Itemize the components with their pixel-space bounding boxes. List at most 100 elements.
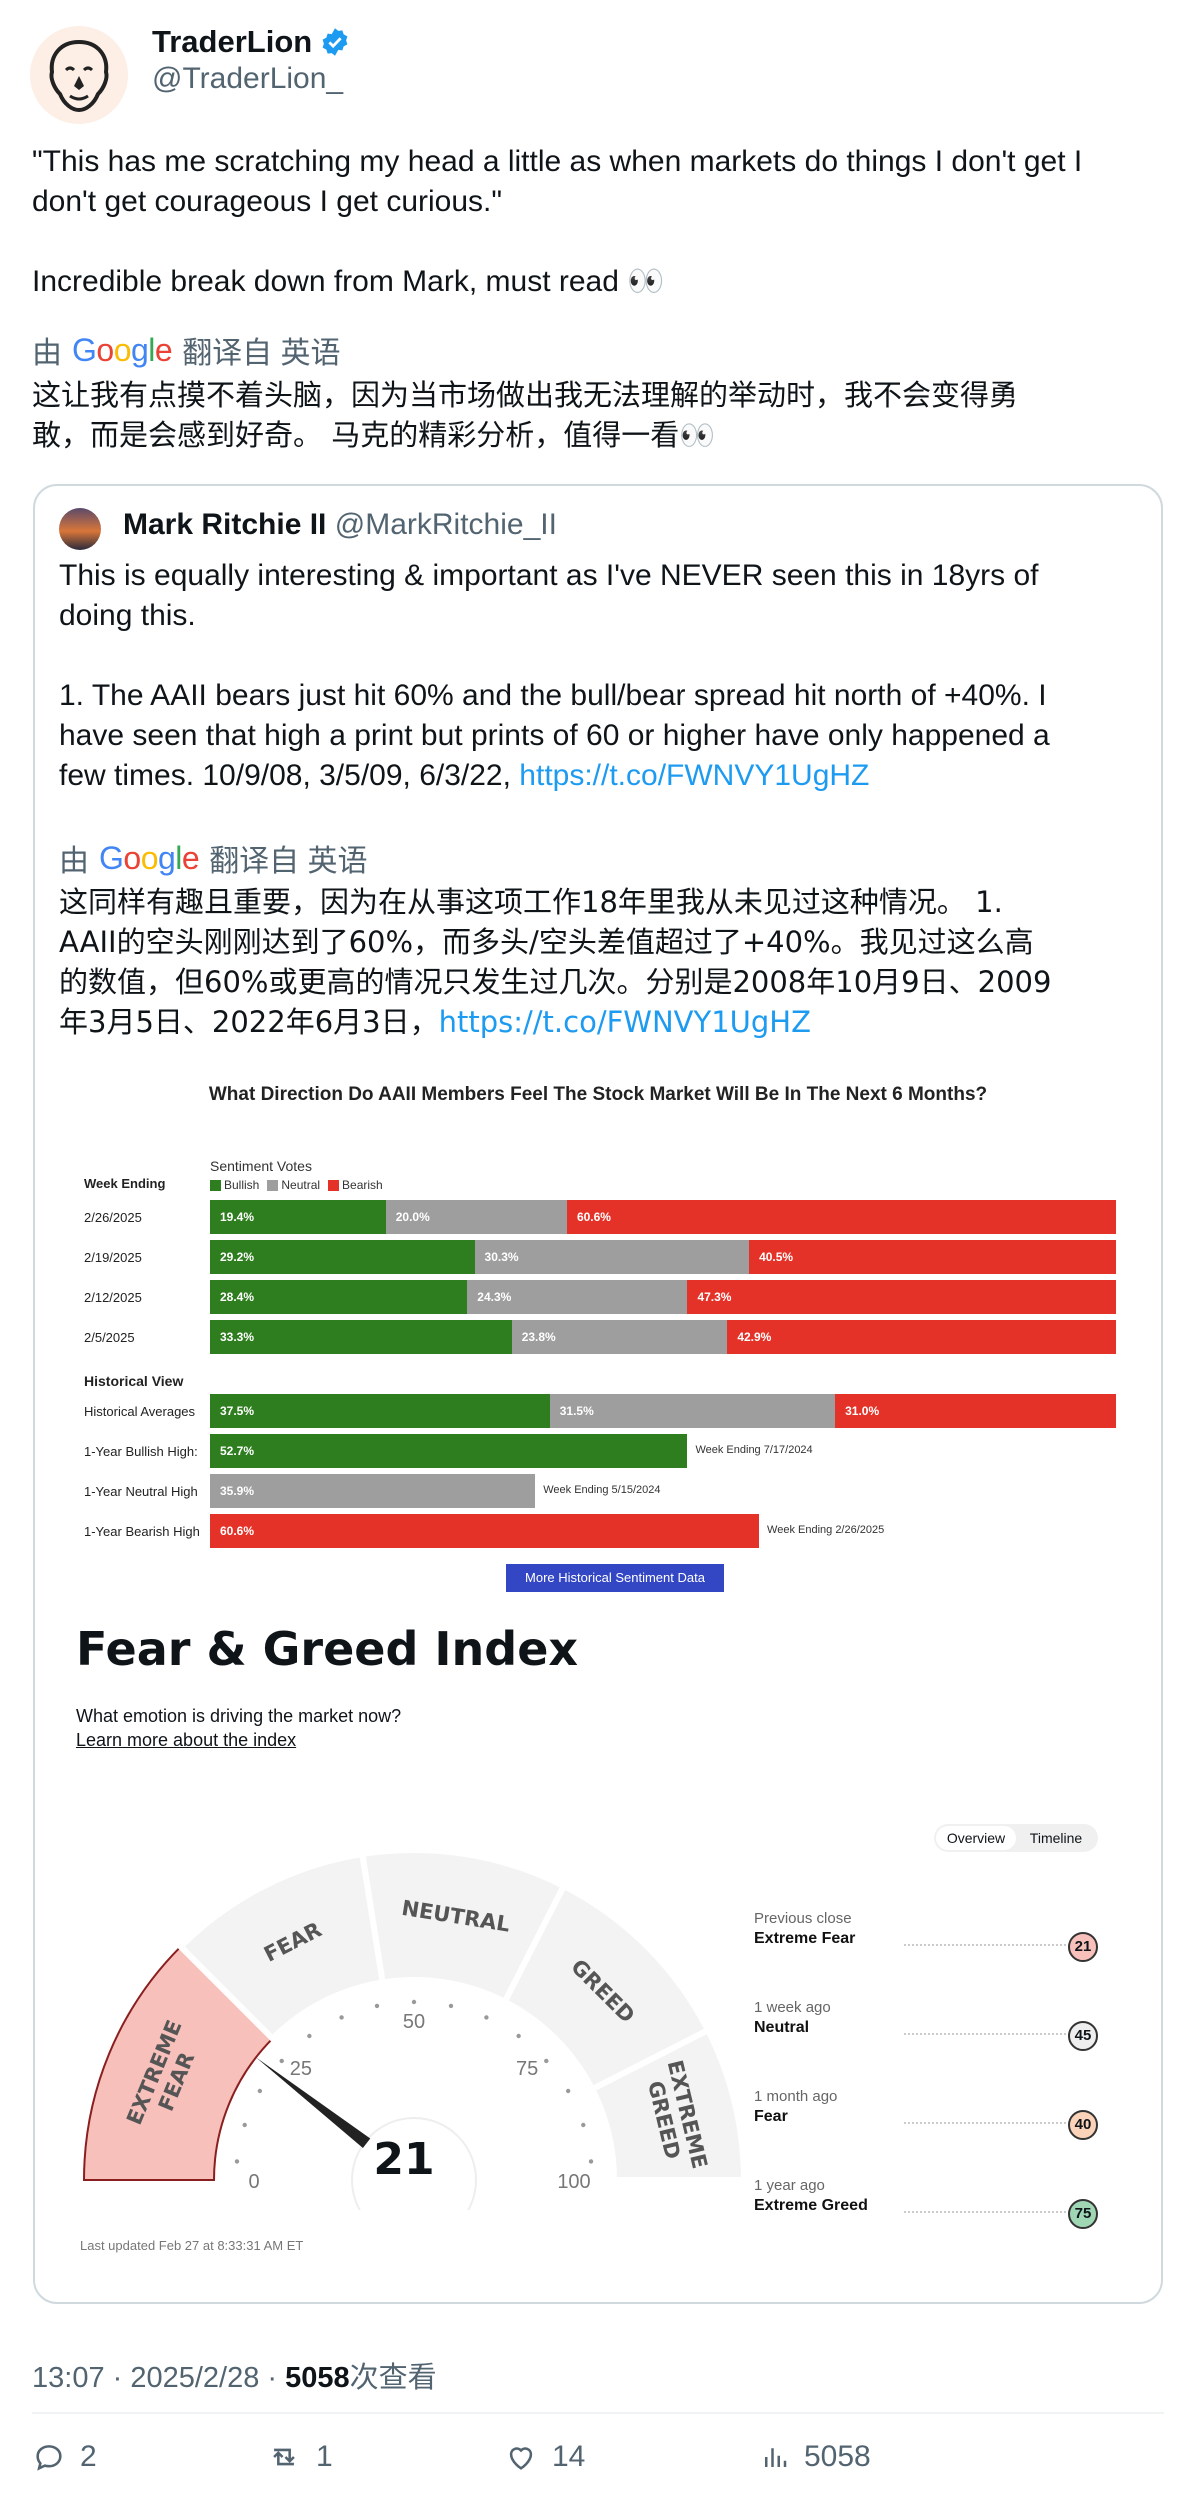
historical-view-label: Historical View bbox=[84, 1373, 184, 1389]
sentiment-row-bull-segment: 19.4% bbox=[210, 1200, 386, 1234]
history-leader bbox=[904, 2211, 1094, 2213]
view-count: 5058 bbox=[285, 2362, 350, 2394]
quote-translated-line: 这同样有趣且重要，因为在从事这项工作18年里我从未见过这种情况。 1. bbox=[59, 885, 1003, 919]
retweet-button[interactable]: 1 bbox=[266, 2440, 333, 2474]
quote-text-line: doing this. bbox=[59, 599, 196, 632]
fear-greed-panel: Fear & Greed Index What emotion is drivi… bbox=[34, 1610, 1162, 2270]
high-row-bar: 52.7% bbox=[210, 1434, 688, 1468]
translation-attribution: 由 Google 翻译自 英语 bbox=[32, 328, 341, 372]
tab-overview[interactable]: Overview bbox=[936, 1826, 1016, 1850]
history-label: Extreme Fear bbox=[754, 1930, 856, 1947]
quote-text-line: have seen that high a print but prints o… bbox=[59, 719, 1050, 752]
historical-averages-bear-segment: 31.0% bbox=[835, 1394, 1116, 1428]
fear-greed-gauge: EXTREMEFEARFEARNEUTRALGREEDEXTREMEGREED0… bbox=[82, 1850, 748, 2210]
gauge-zone bbox=[588, 2026, 748, 2183]
history-leader bbox=[904, 2122, 1094, 2124]
learn-more-link[interactable]: Learn more about the index bbox=[76, 1730, 297, 1750]
translated-text-line: 这让我有点摸不着头脑，因为当市场做出我无法理解的举动时，我不会变得勇 bbox=[32, 378, 1019, 412]
author-avatar[interactable] bbox=[30, 26, 128, 124]
gauge-tick-label: 0 bbox=[248, 2171, 259, 2193]
gauge-dot bbox=[374, 2003, 380, 2009]
history-value-badge: 75 bbox=[1068, 2199, 1098, 2229]
high-row-note: Week Ending 2/26/2025 bbox=[767, 1524, 885, 1536]
history-value-badge: 40 bbox=[1068, 2110, 1098, 2140]
quote-translation-attribution: 由 Google 翻译自 英语 bbox=[59, 836, 368, 880]
sentiment-row-neutral-segment: 20.0% bbox=[385, 1200, 567, 1234]
history-leader bbox=[904, 2033, 1094, 2035]
view-count-suffix: 次查看 bbox=[349, 2362, 437, 2394]
gauge-dot bbox=[279, 2058, 284, 2064]
sentiment-row-bull-segment: 33.3% bbox=[210, 1320, 512, 1354]
retweet-icon bbox=[273, 2448, 295, 2466]
sentiment-row-bull-segment: 29.2% bbox=[210, 1240, 475, 1274]
aaii-legend: Bullish Neutral Bearish bbox=[210, 1178, 383, 1192]
gauge-tick-label: 75 bbox=[516, 2058, 538, 2080]
quote-author-handle[interactable]: @MarkRitchie_II bbox=[334, 508, 557, 541]
sentiment-row-neutral-segment: 30.3% bbox=[474, 1240, 750, 1274]
gauge-dot bbox=[484, 2015, 489, 2020]
history-label: Fear bbox=[754, 2108, 788, 2125]
historical-averages-bull-segment: 37.5% bbox=[210, 1394, 550, 1428]
sentiment-row-label: 2/19/2025 bbox=[84, 1250, 142, 1265]
tweet-text-line: don't get courageous I get curious." bbox=[32, 185, 503, 218]
sentiment-row-label: 2/26/2025 bbox=[84, 1210, 142, 1225]
sentiment-row-bear-segment: 47.3% bbox=[687, 1280, 1116, 1314]
tweet-text-line: "This has me scratching my head a little… bbox=[32, 145, 1083, 178]
fear-greed-title: Fear & Greed Index bbox=[76, 1622, 579, 1676]
translate-suffix: 翻译自 英语 bbox=[209, 845, 368, 878]
historical-averages-neutral-segment: 31.5% bbox=[549, 1394, 836, 1428]
sentiment-row-bear-segment: 60.6% bbox=[566, 1200, 1116, 1234]
high-row-label: 1-Year Bullish High: bbox=[84, 1444, 198, 1459]
sentiment-row-neutral-segment: 23.8% bbox=[511, 1320, 728, 1354]
gauge-dot bbox=[544, 2058, 549, 2064]
history-when: Previous close bbox=[754, 1910, 852, 1927]
high-row-note: Week Ending 5/15/2024 bbox=[543, 1484, 661, 1496]
high-row-label: 1-Year Bearish High bbox=[84, 1524, 200, 1539]
lion-logo-icon bbox=[33, 29, 125, 121]
quote-translated-link[interactable]: https://t.co/FWNVY1UgHZ bbox=[438, 1005, 811, 1039]
sentiment-row-bear-segment: 40.5% bbox=[749, 1240, 1116, 1274]
gauge-value: 21 bbox=[373, 2134, 435, 2185]
views-button[interactable]: 5058 bbox=[760, 2440, 871, 2474]
author-handle[interactable]: @TraderLion_ bbox=[152, 62, 344, 95]
history-when: 1 year ago bbox=[754, 2177, 825, 2194]
fear-greed-subtitle: What emotion is driving the market now? bbox=[76, 1706, 402, 1726]
view-toggle: Overview Timeline bbox=[934, 1824, 1098, 1852]
history-value-badge: 21 bbox=[1068, 1932, 1098, 1962]
quote-translated-line: 的数值，但60%或更高的情况只发生过几次。分别是2008年10月9日、2009 bbox=[59, 965, 1052, 999]
reply-icon bbox=[36, 2445, 62, 2471]
like-count: 14 bbox=[552, 2440, 586, 2473]
gauge-dot bbox=[411, 1999, 417, 2005]
gauge-tick-label: 25 bbox=[290, 2058, 312, 2080]
quote-link[interactable]: https://t.co/FWNVY1UgHZ bbox=[519, 759, 870, 792]
week-ending-label: Week Ending bbox=[84, 1176, 166, 1191]
gauge-dot bbox=[257, 2088, 263, 2094]
quote-text-line: few times. 10/9/08, 3/5/09, 6/3/22, bbox=[59, 759, 511, 792]
quote-avatar[interactable] bbox=[59, 508, 101, 550]
retweet-count: 1 bbox=[316, 2440, 333, 2473]
reply-button[interactable]: 2 bbox=[32, 2440, 97, 2474]
history-label: Extreme Greed bbox=[754, 2197, 868, 2214]
analytics-icon bbox=[765, 2448, 787, 2467]
aaii-sentiment-chart: What Direction Do AAII Members Feel The … bbox=[34, 1066, 1162, 1606]
tweet-timestamp[interactable]: 13:07 · 2025/2/28 · bbox=[32, 2362, 286, 2394]
author-name[interactable]: TraderLion bbox=[152, 24, 313, 59]
history-value-badge: 45 bbox=[1068, 2021, 1098, 2051]
gauge-dot bbox=[565, 2088, 571, 2094]
quote-translated-line: 年3月5日、2022年6月3日， bbox=[59, 1005, 439, 1039]
sentiment-row-label: 2/5/2025 bbox=[84, 1330, 135, 1345]
tab-timeline[interactable]: Timeline bbox=[1029, 1830, 1083, 1846]
google-logo: Google bbox=[99, 839, 200, 876]
quoted-tweet-card[interactable]: Mark Ritchie II @MarkRitchie_II This is … bbox=[33, 484, 1163, 2304]
more-historical-data-button[interactable]: More Historical Sentiment Data bbox=[506, 1564, 724, 1592]
reply-count: 2 bbox=[80, 2440, 97, 2473]
sentiment-row-bull-segment: 28.4% bbox=[210, 1280, 468, 1314]
like-button[interactable]: 14 bbox=[504, 2440, 585, 2474]
translate-prefix: 由 bbox=[32, 337, 62, 370]
tweet-meta: 13:07 · 2025/2/28 · 5058次查看 bbox=[32, 2354, 437, 2396]
history-leader bbox=[904, 1944, 1094, 1946]
tweet-text-line: Incredible break down from Mark, must re… bbox=[32, 265, 665, 298]
quote-author-name[interactable]: Mark Ritchie II bbox=[123, 508, 327, 541]
translate-prefix: 由 bbox=[59, 845, 89, 878]
legend-bullish: Bullish bbox=[224, 1178, 260, 1192]
